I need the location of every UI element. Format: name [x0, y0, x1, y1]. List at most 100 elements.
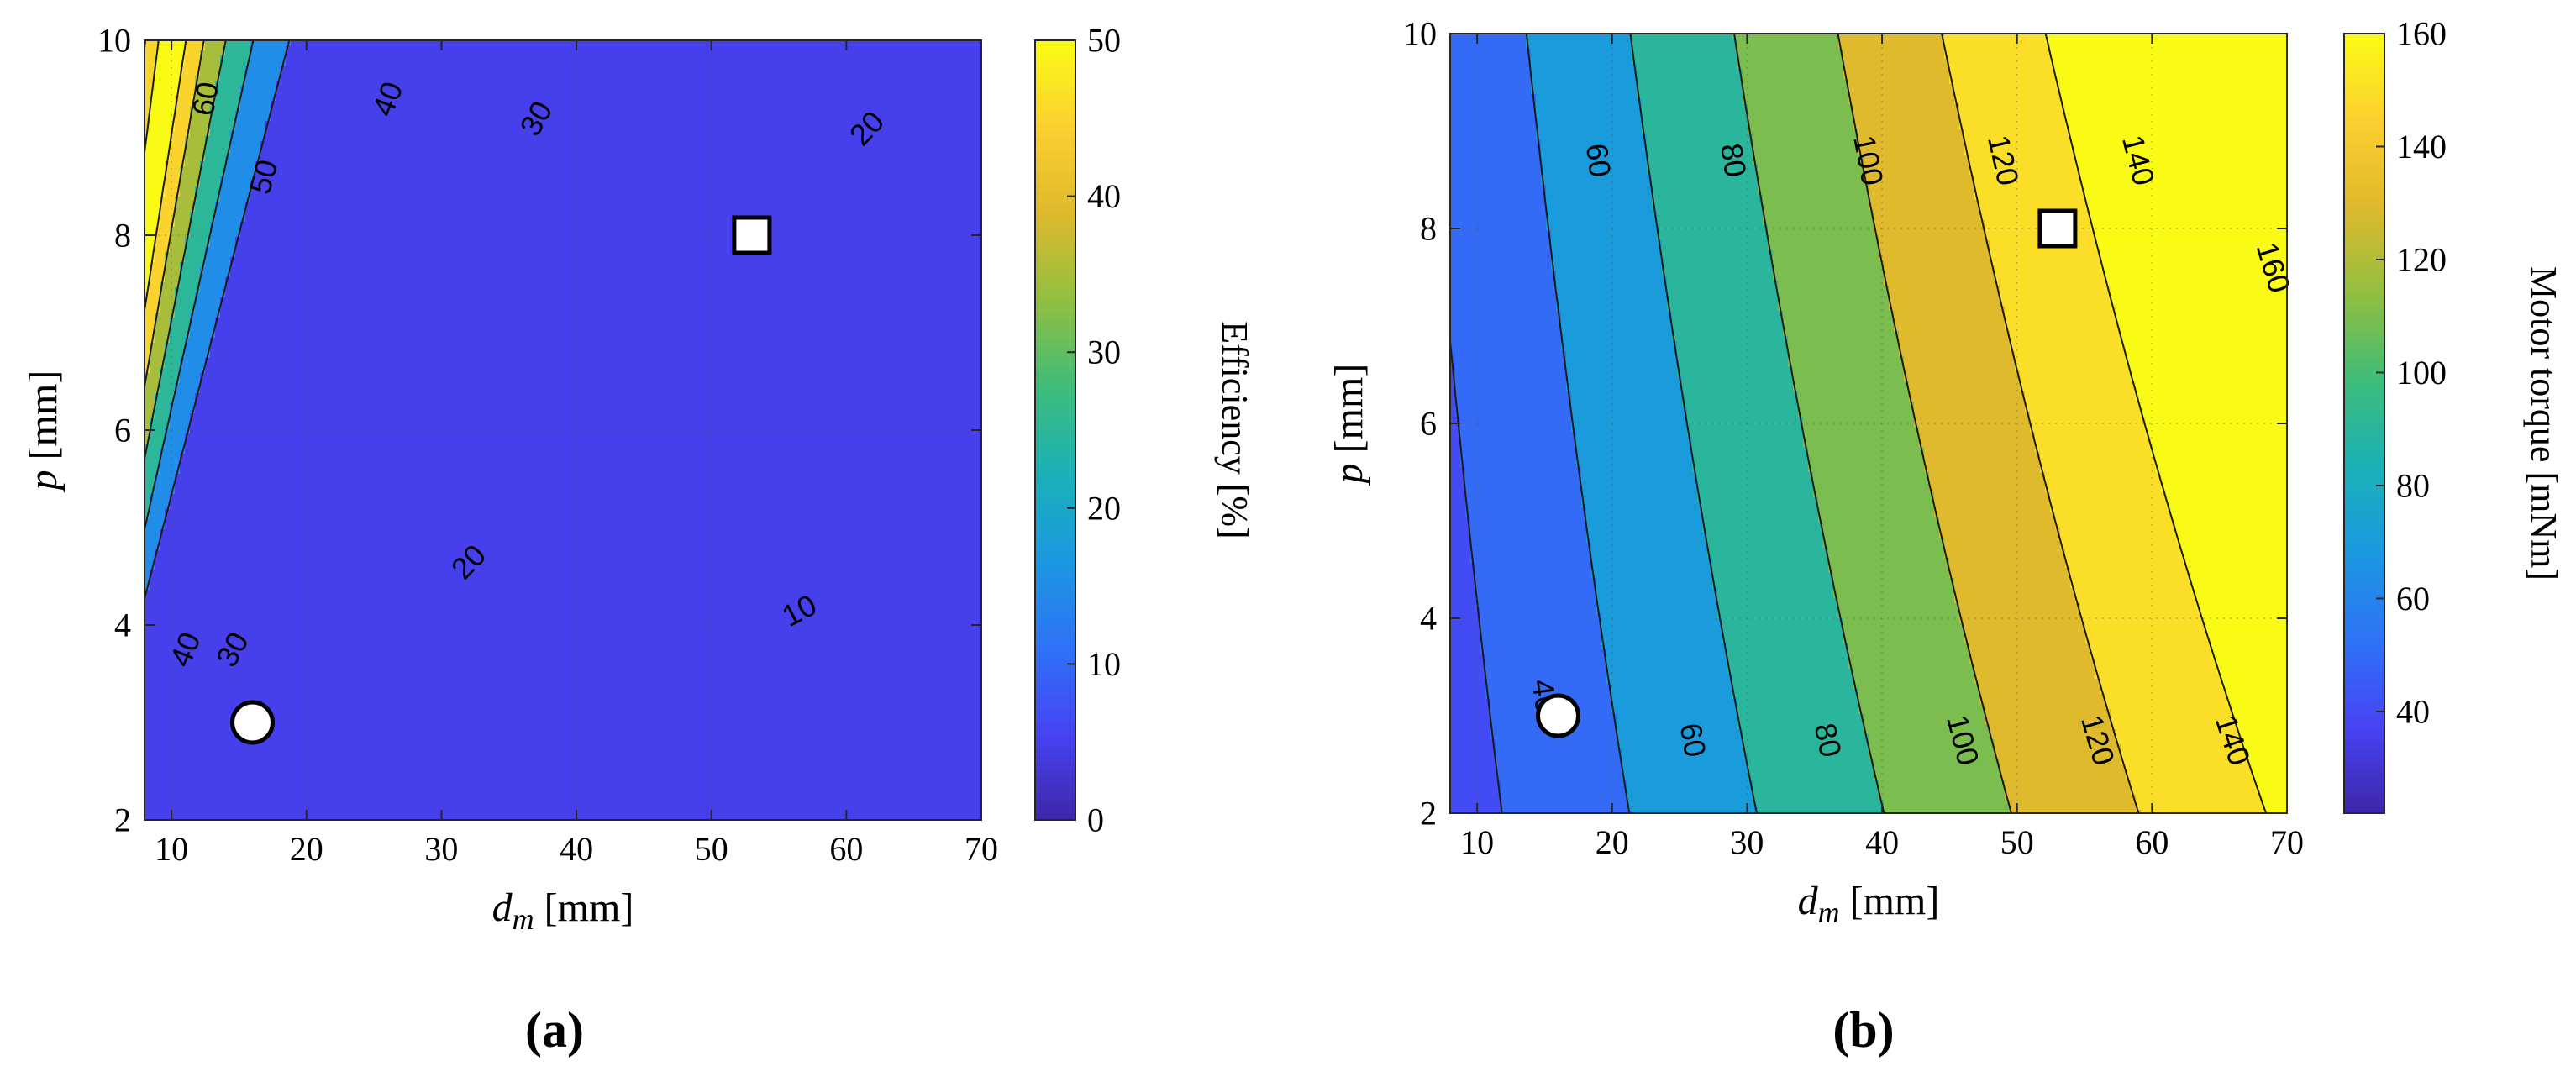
x-tick-label: 30	[1730, 823, 1764, 861]
contour-band	[1889, 301, 2000, 307]
contour-band	[1450, 689, 1486, 695]
contour-band	[1450, 381, 1456, 387]
contour-band	[1949, 573, 2071, 579]
contour-band	[1773, 255, 1879, 261]
contour-band	[1450, 729, 1491, 735]
contour-band	[2090, 654, 2212, 659]
contour-band	[205, 45, 226, 51]
contour-band	[2242, 744, 2287, 750]
contour-band	[2005, 306, 2116, 312]
contour-band	[240, 232, 981, 238]
contour-band	[1995, 265, 2101, 271]
contour-band	[160, 202, 176, 207]
contour-band	[1465, 482, 1582, 488]
contour-band	[1954, 89, 2061, 95]
contour-band	[1450, 507, 1466, 513]
contour-band	[1808, 462, 1925, 468]
contour-band	[1450, 301, 1557, 307]
contour-band	[1677, 356, 1789, 362]
contour-band	[1954, 99, 2061, 105]
contour-band	[150, 494, 171, 500]
contour-band	[1465, 507, 1587, 513]
colorbar-segment	[1035, 260, 1075, 269]
contour-band	[165, 428, 191, 434]
contour-band	[1642, 119, 1748, 125]
contour-band	[1667, 306, 1779, 312]
contour-band	[150, 91, 181, 97]
contour-band	[145, 539, 160, 545]
contour-band	[1536, 109, 1643, 115]
contour-band	[1959, 613, 2081, 619]
contour-band	[1848, 659, 1970, 664]
contour-band	[1869, 185, 1975, 191]
contour-band	[1884, 805, 2011, 811]
contour-band	[165, 353, 186, 359]
contour-band	[225, 161, 256, 167]
contour-band	[240, 101, 271, 107]
contour-band	[1450, 780, 1501, 785]
contour-band	[145, 595, 981, 601]
contour-band	[145, 454, 160, 460]
contour-band	[145, 313, 155, 318]
colorbar-segment	[1035, 150, 1075, 158]
contour-band	[1501, 805, 1627, 811]
contour-band	[281, 71, 981, 76]
contour-band	[165, 262, 181, 268]
contour-band	[1884, 800, 2011, 806]
contour-band	[1571, 417, 1688, 423]
contour-lines	[1450, 34, 2267, 813]
contour-band	[1869, 749, 1995, 755]
contour-band	[145, 408, 155, 414]
contour-band	[215, 318, 981, 323]
contour-band	[145, 524, 166, 530]
y-axis-unit: [mm]	[21, 370, 66, 470]
contour-band	[240, 91, 276, 97]
contour-band	[2050, 54, 2287, 60]
colorbar-segment	[2344, 507, 2384, 516]
contour-band	[225, 40, 251, 46]
contour-band	[2267, 810, 2287, 813]
colorbar-segment	[1035, 553, 1075, 561]
contour-band	[155, 50, 186, 56]
colorbar-segment	[2344, 131, 2384, 139]
contour-band	[245, 207, 981, 213]
contour-band	[2000, 291, 2111, 297]
contour-band	[1959, 618, 2081, 624]
contour-band	[2045, 477, 2162, 483]
contour-band	[2262, 805, 2287, 811]
contour-band	[1808, 457, 1925, 463]
contour-band	[145, 645, 981, 651]
contour-band	[210, 348, 981, 354]
contour-band	[1985, 714, 2111, 720]
contour-band	[1737, 704, 1859, 710]
contour-band	[1475, 593, 1597, 599]
contour-band	[2146, 432, 2287, 438]
contour-band	[2237, 724, 2287, 730]
contour-band	[1979, 699, 2106, 705]
contour-band	[1450, 603, 1476, 609]
contour-band	[1858, 150, 1965, 155]
colorbar-segment	[1035, 709, 1075, 717]
contour-band	[1919, 437, 2036, 443]
contour-band	[205, 262, 231, 268]
contour-band	[235, 111, 271, 117]
contour-band	[1480, 638, 1602, 644]
contour-band	[1622, 769, 1748, 775]
contour-band	[145, 423, 150, 429]
contour-band	[1470, 538, 1587, 544]
contour-band	[1843, 74, 1950, 80]
contour-band	[1748, 124, 1854, 130]
contour-band	[225, 171, 256, 177]
contour-band	[1985, 719, 2111, 725]
contour-band	[2060, 538, 2177, 544]
contour-band	[145, 580, 150, 586]
y-tick-label: 4	[114, 607, 131, 644]
contour-band	[1455, 407, 1572, 412]
contour-band	[1848, 654, 1970, 659]
contour-band	[1864, 175, 1975, 181]
contour-band	[2116, 316, 2287, 322]
contour-band	[150, 585, 981, 591]
contour-band	[1743, 84, 1849, 90]
colorbar-segment	[2344, 774, 2384, 782]
